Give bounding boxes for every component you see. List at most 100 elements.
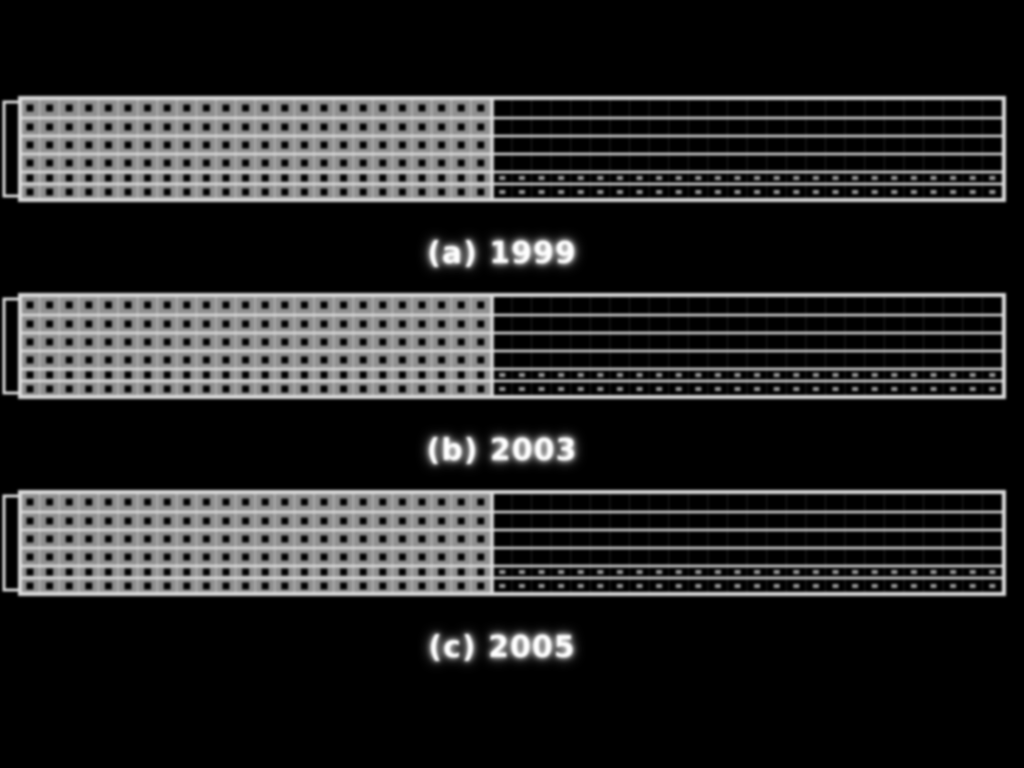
grid-dot — [320, 338, 328, 346]
grid-dot — [910, 373, 917, 377]
grid-dot — [477, 498, 485, 506]
grid-dot — [104, 582, 112, 590]
grid-dot — [832, 570, 839, 574]
grid-dot — [950, 387, 957, 391]
grid-dot — [26, 141, 34, 149]
grid-dot — [104, 104, 112, 112]
grid-dot — [104, 174, 112, 182]
grid-dot — [832, 190, 839, 194]
grid-dot — [85, 188, 93, 196]
grid-dot — [379, 582, 387, 590]
grid-dot — [398, 338, 406, 346]
grid-dot — [359, 188, 367, 196]
grid-dot — [477, 338, 485, 346]
grid-dot — [202, 356, 210, 364]
grid-dot — [320, 301, 328, 309]
grid-dot — [636, 387, 643, 391]
grid-dot — [281, 188, 289, 196]
grid-dot — [320, 123, 328, 131]
grid-dot — [418, 356, 426, 364]
grid-dot — [930, 190, 937, 194]
grid-dot — [144, 123, 152, 131]
grid-dot — [359, 174, 367, 182]
grid-dot — [418, 568, 426, 576]
grid-dot — [46, 553, 54, 561]
panel-c — [0, 486, 1024, 682]
grid-dot — [65, 159, 73, 167]
grid-dot — [418, 320, 426, 328]
grid-dot — [46, 188, 54, 196]
grid-dot — [891, 190, 898, 194]
grid-dot — [656, 176, 663, 180]
grid-dot — [261, 356, 269, 364]
grid-dot — [398, 301, 406, 309]
grid-dot — [538, 190, 545, 194]
left-stub — [2, 297, 22, 395]
grid-dot — [104, 123, 112, 131]
caption-a: (a) 1999 — [427, 236, 577, 271]
grid-dot — [320, 159, 328, 167]
grid-dot — [242, 174, 250, 182]
grid-dot — [65, 104, 73, 112]
grid-dot — [340, 517, 348, 525]
grid-dot — [597, 176, 604, 180]
grid-dot — [812, 176, 819, 180]
grid-dot — [300, 320, 308, 328]
grid-dot — [359, 123, 367, 131]
grid-dot — [379, 188, 387, 196]
grid-dot — [281, 517, 289, 525]
grid-dot — [499, 373, 506, 377]
grid-dot — [891, 176, 898, 180]
grid-dot — [183, 123, 191, 131]
grid-dot — [242, 553, 250, 561]
grid-dot — [222, 104, 230, 112]
grid-dot — [477, 104, 485, 112]
grid-dot — [320, 535, 328, 543]
grid-dot — [871, 373, 878, 377]
grid-dot — [222, 159, 230, 167]
grid-dot — [989, 373, 996, 377]
grid-dot — [183, 356, 191, 364]
grid-dot — [989, 190, 996, 194]
grid-dot — [46, 174, 54, 182]
grid-dot — [104, 498, 112, 506]
grid-dot — [538, 584, 545, 588]
grid-dot — [418, 371, 426, 379]
grid-dot — [281, 320, 289, 328]
grid-dot — [202, 582, 210, 590]
grid-dot — [871, 190, 878, 194]
grid-dot — [558, 584, 565, 588]
grid-dot — [222, 320, 230, 328]
grid-dot — [144, 498, 152, 506]
grid-dot — [222, 498, 230, 506]
grid-dot — [340, 141, 348, 149]
grid-dot — [812, 570, 819, 574]
grid-dot — [242, 320, 250, 328]
grid-dot — [379, 338, 387, 346]
grid-dot — [379, 385, 387, 393]
grid-dot — [518, 176, 525, 180]
grid-dot — [616, 176, 623, 180]
grid-dot — [85, 498, 93, 506]
grid-dot — [379, 535, 387, 543]
grid-dot — [910, 190, 917, 194]
grid-dot — [773, 373, 780, 377]
grid-dot — [261, 582, 269, 590]
grid-dot — [144, 356, 152, 364]
grid-dot — [359, 301, 367, 309]
grid-dot — [163, 123, 171, 131]
grid-dot — [261, 385, 269, 393]
grid-dot — [438, 582, 446, 590]
grid-dot — [124, 498, 132, 506]
grid-dot — [793, 190, 800, 194]
grid-dot — [124, 141, 132, 149]
grid-dot — [695, 176, 702, 180]
grid-dot — [320, 582, 328, 590]
grid-dot — [222, 123, 230, 131]
grid-dot — [812, 373, 819, 377]
grid-dot — [714, 570, 721, 574]
grid-dot — [457, 338, 465, 346]
grid-dot — [202, 535, 210, 543]
grid-dot — [597, 373, 604, 377]
grid-dot — [457, 371, 465, 379]
